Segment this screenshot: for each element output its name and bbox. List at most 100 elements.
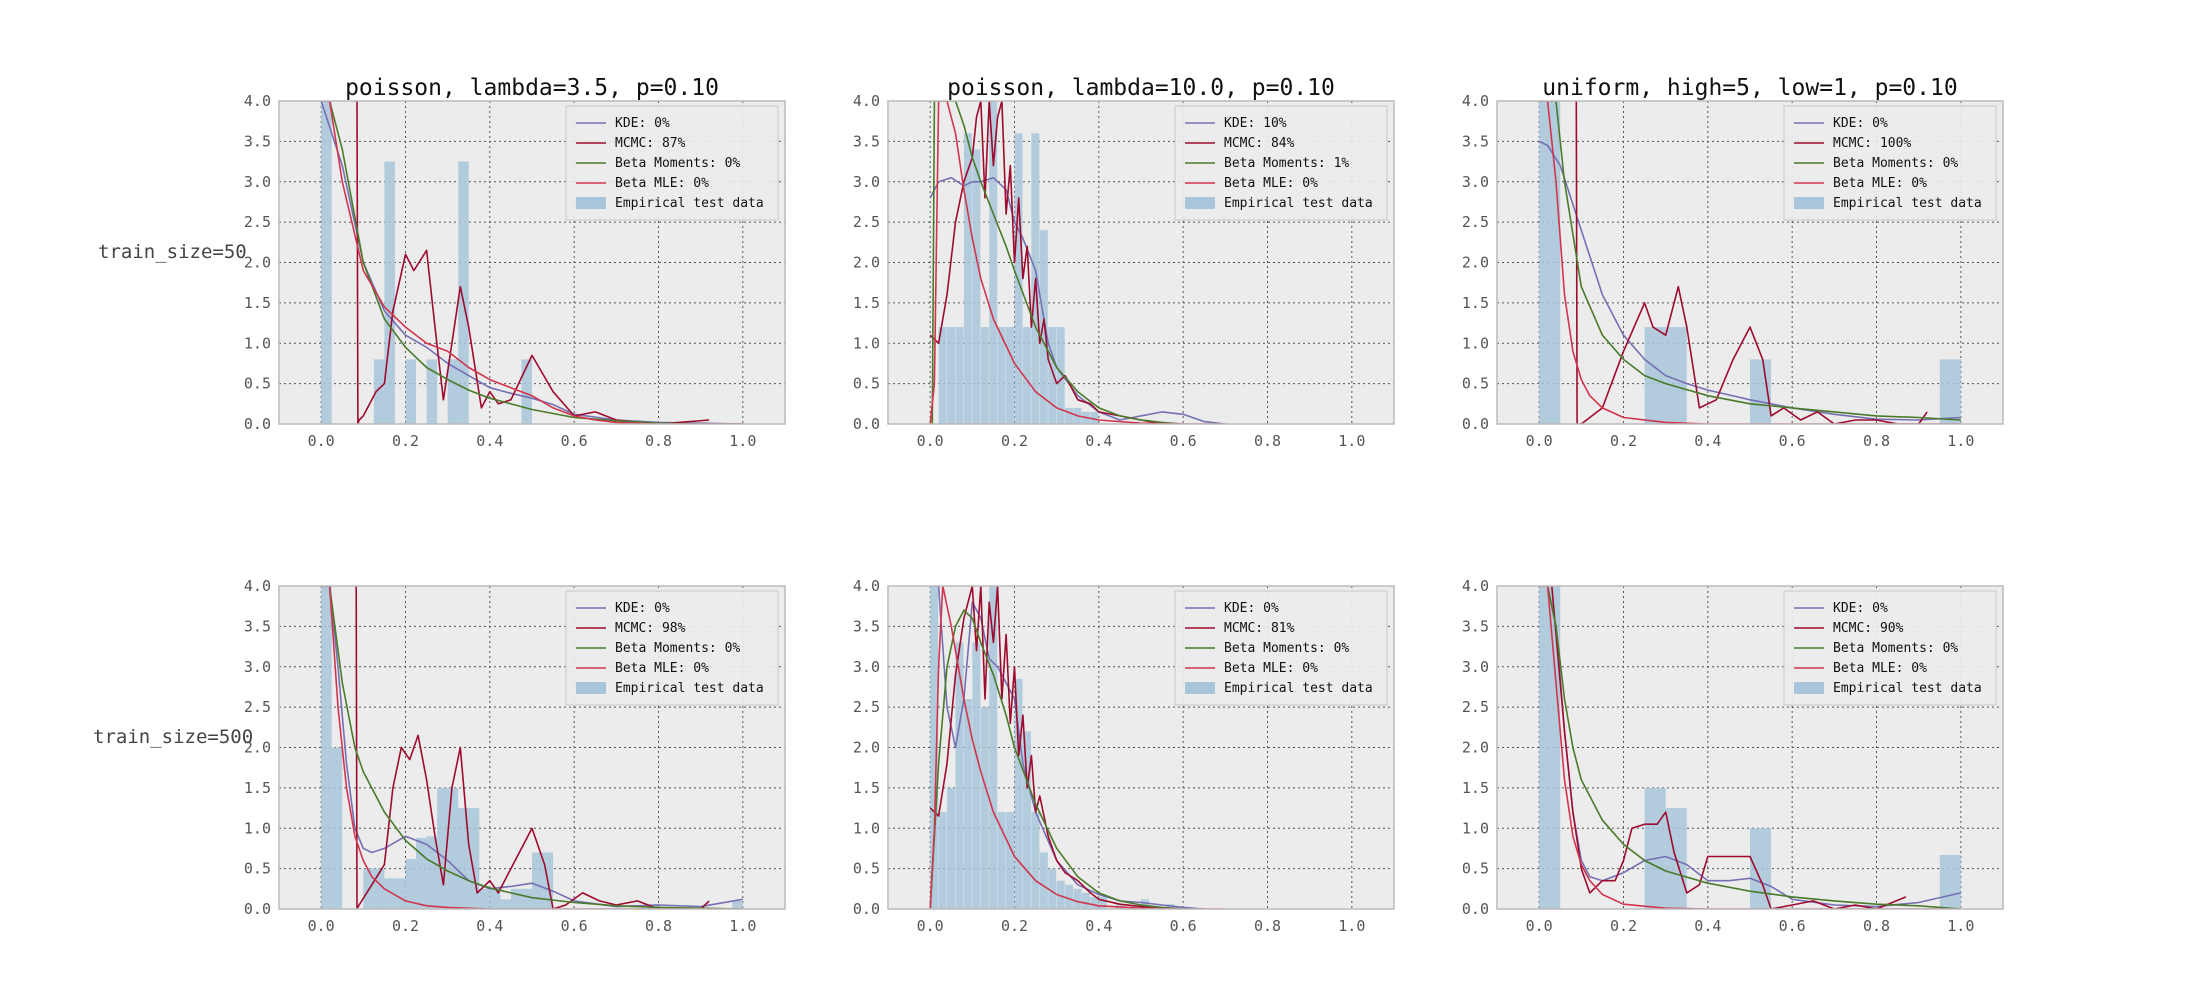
histogram-bar (963, 133, 972, 424)
x-tick-label: 0.6 (1170, 432, 1197, 450)
histogram-bar (426, 359, 438, 424)
legend-label: Empirical test data (1224, 681, 1373, 696)
y-tick-label: 0.5 (244, 375, 271, 393)
histogram-bar (1048, 868, 1057, 909)
y-tick-label: 1.5 (853, 294, 880, 312)
y-tick-label: 1.0 (853, 819, 880, 837)
histogram-bar (1090, 411, 1099, 424)
legend-label: Beta Moments: 0% (1833, 641, 1958, 656)
legend-label: Empirical test data (615, 196, 764, 211)
y-tick-label: 2.5 (853, 213, 880, 231)
y-tick-label: 2.5 (244, 698, 271, 716)
series-line-mcmc (929, 586, 1163, 909)
histogram-bar (405, 359, 417, 424)
y-tick-label: 0.5 (244, 860, 271, 878)
histogram-bar (373, 359, 385, 424)
histogram-bar (1750, 828, 1772, 909)
chart-panel-5: 0.0 0.2 0.4 0.6 0.8 1.0 0.0 0.5 1.0 1.5 2.0 2.5 3.0 3… (853, 577, 1395, 935)
histogram-bar (1039, 852, 1048, 909)
histogram-bar (416, 837, 427, 909)
histogram-bar (1939, 854, 1961, 909)
series-line-beta-moments (1539, 586, 1961, 909)
y-tick-label: 1.5 (244, 779, 271, 797)
histogram-bar (447, 787, 459, 909)
histogram-bar (732, 900, 743, 909)
histogram-bar (384, 878, 395, 909)
y-tick-label: 3.0 (244, 658, 271, 676)
x-tick-label: 0.2 (392, 917, 419, 935)
plot-frame (887, 100, 1395, 425)
series-line-beta-moments (321, 101, 743, 424)
histogram-bar (1006, 327, 1015, 424)
legend-label: KDE: 0% (1833, 601, 1888, 616)
series-line-beta-moments (930, 101, 1184, 424)
histogram-bar (955, 327, 964, 424)
legend-label: Empirical test data (615, 681, 764, 696)
y-tick-label: 3.0 (1462, 173, 1489, 191)
y-tick-label: 3.0 (244, 173, 271, 191)
y-tick-label: 2.5 (1462, 698, 1489, 716)
histogram-bar (1056, 327, 1065, 424)
y-tick-label: 2.5 (1462, 213, 1489, 231)
legend-label: MCMC: 100% (1833, 136, 1911, 151)
histogram-bar (947, 787, 956, 909)
x-tick-label: 0.6 (561, 432, 588, 450)
legend-label: Beta MLE: 0% (1833, 661, 1927, 676)
x-tick-label: 0.8 (1863, 917, 1890, 935)
legend: KDE: 0% MCMC: 100% Beta Moments: 0% Beta ML… (1783, 105, 1997, 221)
legend-swatch (576, 197, 606, 209)
histogram-bar (1098, 896, 1107, 909)
histogram-bar (521, 359, 532, 424)
histogram-bar (1939, 359, 1961, 424)
y-tick-label: 0.0 (853, 415, 880, 433)
legend-label: KDE: 10% (1224, 116, 1287, 131)
histogram-bar (989, 101, 998, 424)
x-tick-label: 0.2 (1610, 432, 1637, 450)
y-tick-label: 1.0 (1462, 819, 1489, 837)
y-tick-label: 2.5 (244, 213, 271, 231)
series-line-kde (929, 176, 1226, 424)
legend-label: Beta MLE: 0% (615, 661, 709, 676)
histogram-bar (955, 642, 964, 909)
y-tick-label: 3.0 (853, 173, 880, 191)
legend-swatch (1794, 197, 1824, 209)
x-tick-label: 0.6 (1779, 917, 1806, 935)
histogram-bar (437, 787, 448, 909)
histogram-bar (980, 327, 989, 424)
series-line-beta-mle (321, 586, 743, 909)
legend-label: Beta Moments: 1% (1224, 156, 1349, 171)
histogram-bar (1665, 327, 1687, 424)
plot-frame (1496, 100, 2004, 425)
series-line-beta-moments (321, 586, 743, 909)
histogram-bar (1048, 327, 1057, 424)
legend-label: Empirical test data (1224, 196, 1373, 211)
legend-label: Empirical test data (1833, 681, 1982, 696)
x-tick-label: 0.6 (1779, 432, 1806, 450)
y-tick-label: 1.0 (244, 334, 271, 352)
legend-label: Beta Moments: 0% (1833, 156, 1958, 171)
y-tick-label: 3.5 (853, 617, 880, 635)
y-tick-label: 1.5 (1462, 779, 1489, 797)
histogram-bar (384, 161, 395, 424)
y-tick-label: 1.5 (1462, 294, 1489, 312)
histogram-bar (405, 858, 417, 909)
series-line-beta-mle (929, 586, 1226, 909)
y-tick-label: 3.0 (1462, 658, 1489, 676)
x-tick-label: 1.0 (1947, 917, 1974, 935)
histogram-bar (947, 327, 956, 424)
y-tick-label: 0.5 (1462, 375, 1489, 393)
histogram-bar (321, 101, 332, 424)
x-tick-label: 0.0 (1526, 917, 1553, 935)
histogram-bar (1081, 892, 1090, 909)
legend-label: Beta Moments: 0% (1224, 641, 1349, 656)
row-label-train-size-500: train_size=500 (93, 726, 253, 748)
legend-label: MCMC: 81% (1224, 621, 1295, 636)
y-tick-label: 2.0 (853, 254, 880, 272)
histogram-bar (1022, 731, 1031, 909)
x-tick-label: 1.0 (1947, 432, 1974, 450)
x-tick-label: 0.0 (308, 432, 335, 450)
x-tick-label: 0.2 (1001, 917, 1028, 935)
histogram-bar (458, 808, 469, 909)
y-tick-label: 2.0 (853, 739, 880, 757)
y-tick-label: 1.5 (244, 294, 271, 312)
